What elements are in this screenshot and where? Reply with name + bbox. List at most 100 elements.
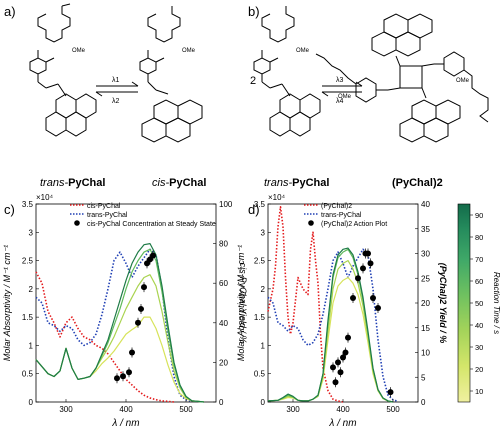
dimer-label-b: (PyChal)2 bbox=[392, 177, 443, 189]
colorbar-tick-label: 70 bbox=[475, 255, 483, 264]
chart-d-xtick-label: 500 bbox=[386, 405, 400, 414]
chart-d-data-point bbox=[350, 295, 356, 302]
chart-d-ytick-right-label: 0 bbox=[421, 398, 426, 407]
chart-c-ytick-left-label: 1 bbox=[29, 341, 34, 350]
chart-d-xtick-label: 300 bbox=[286, 405, 300, 414]
ome-label-b2: OMe bbox=[338, 94, 352, 100]
chart-d-data-point bbox=[332, 379, 339, 386]
chart-d-ytick-right-label: 5 bbox=[421, 373, 426, 382]
chart-c-xtick-label: 500 bbox=[179, 405, 193, 414]
panel-label-a: a) bbox=[4, 4, 16, 19]
chart-d-ylabel-right: (PyChal)2 Yield / % bbox=[438, 263, 448, 344]
coefficient-2: 2 bbox=[250, 75, 256, 87]
chart-c-ytick-right-label: 0 bbox=[219, 398, 224, 407]
colorbar-tick-label: 30 bbox=[475, 343, 483, 352]
chart-d-data-point bbox=[335, 359, 341, 366]
chart-d-data-point bbox=[345, 334, 351, 341]
chart-c-series-line-5 bbox=[35, 243, 205, 403]
legend-d-trans: trans-PyChal bbox=[321, 212, 362, 219]
chart-d-ylabel-left: Molar Absorptivity / M⁻¹ cm⁻¹ bbox=[236, 245, 246, 361]
chart-d-ytick-left-label: 1 bbox=[261, 341, 266, 350]
lambda4-label: λ4 bbox=[336, 98, 344, 105]
chart-d-xlabel: λ / nm bbox=[328, 418, 356, 429]
chart-d-ytick-right-label: 40 bbox=[421, 200, 430, 209]
legend-d-dimer: (PyChal)2 bbox=[321, 203, 352, 210]
colorbar-tick-label: 90 bbox=[475, 211, 483, 220]
chart-d-ytick-left-label: 2 bbox=[261, 285, 266, 294]
chart-d-ytick-left-label: 3 bbox=[261, 228, 266, 237]
chart-c-ylabel-right: cis-PyChal Yield / % bbox=[238, 263, 248, 344]
chart-d-ytick-left-label: 0.5 bbox=[254, 370, 266, 379]
scheme-b bbox=[253, 6, 489, 143]
lambda1-label: λ1 bbox=[112, 77, 120, 84]
chart-c-ytick-right-label: 60 bbox=[219, 279, 228, 288]
chart-d-ytick-right-label: 20 bbox=[421, 299, 430, 308]
chart-d-data-point bbox=[342, 349, 349, 356]
chart-d: 300 400 500 0 0.5 1 1.5 2 2.5 3 3.5 0 5 10 15 20 25 30 35 4… bbox=[236, 193, 448, 429]
chart-c-ytick-left-label: 2.5 bbox=[22, 257, 34, 266]
legend-c-marker: cis-PyChal Concentration at Steady State bbox=[87, 221, 216, 228]
chart-c-data-point bbox=[138, 305, 144, 312]
chart-d-data-point bbox=[340, 354, 346, 361]
chart-d-data-point bbox=[355, 275, 361, 282]
chart-c: 300 400 500 0 0.5 1 1.5 2 2.5 3 3.5 0 20 40 60 80 100 ×1… bbox=[2, 193, 248, 429]
chart-d-data-point bbox=[337, 369, 344, 376]
chart-d-ytick-left-label: 2.5 bbox=[254, 257, 266, 266]
cis-pychal-label-a: cis-PyChal bbox=[152, 177, 206, 189]
chart-d-ytick-right-label: 25 bbox=[421, 274, 430, 283]
chart-d-series-line-5 bbox=[267, 247, 394, 403]
scheme-a bbox=[29, 3, 203, 143]
chart-c-ytick-left-label: 3 bbox=[29, 228, 34, 237]
chart-d-ytick-left-label: 0 bbox=[261, 398, 266, 407]
chart-d-series-line-3 bbox=[267, 260, 394, 403]
chart-d-ytick-right-label: 30 bbox=[421, 250, 430, 259]
colorbar-tick-label: 50 bbox=[475, 299, 483, 308]
chart-c-ylabel-left: Molar Absorptivity / M⁻¹ cm⁻¹ bbox=[2, 245, 12, 361]
chart-d-data-point bbox=[330, 364, 336, 371]
chart-c-ytick-left-label: 3.5 bbox=[22, 200, 34, 209]
chart-c-data-point bbox=[150, 252, 156, 259]
chart-d-legend: (PyChal)2 trans-PyChal (PyChal)2 Action … bbox=[304, 203, 387, 228]
chart-c-xlabel: λ / nm bbox=[111, 418, 139, 429]
lambda3-label: λ3 bbox=[336, 77, 344, 84]
lambda2-label: λ2 bbox=[112, 98, 120, 105]
trans-pychal-structure-a bbox=[29, 3, 97, 137]
chart-d-multiplier: ×10⁴ bbox=[268, 193, 286, 202]
chart-d-ytick-right-label: 10 bbox=[421, 349, 430, 358]
chart-c-ytick-left-label: 0.5 bbox=[22, 370, 34, 379]
legend-d-marker: (PyChal)2 Action Plot bbox=[321, 221, 387, 228]
legend-c-trans: trans-PyChal bbox=[87, 212, 128, 219]
legend-d-swatch-marker bbox=[308, 220, 314, 226]
chart-d-ytick-left-label: 3.5 bbox=[254, 200, 266, 209]
chart-c-ytick-left-label: 0 bbox=[29, 398, 34, 407]
chart-d-data-point bbox=[370, 295, 376, 302]
trans-pychal-label-b: trans-PyChal bbox=[264, 177, 329, 189]
chart-d-data-point bbox=[360, 265, 366, 272]
chart-d-data-point bbox=[367, 260, 374, 267]
legend-c-cis: cis-PyChal bbox=[87, 203, 121, 210]
pychal-dimer-structure bbox=[315, 13, 489, 143]
chart-c-xtick-label: 400 bbox=[119, 405, 133, 414]
trans-pychal-label-a: trans-PyChal bbox=[40, 177, 105, 189]
trans-pychal-structure-b bbox=[253, 6, 321, 137]
colorbar-gradient bbox=[457, 203, 471, 403]
panel-label-d: d) bbox=[248, 202, 260, 217]
colorbar-tick-label: 60 bbox=[475, 277, 483, 286]
chart-d-series-line-1 bbox=[267, 248, 399, 403]
chart-c-ytick-left-label: 1.5 bbox=[22, 313, 34, 322]
cis-pychal-structure-a bbox=[139, 6, 203, 143]
chart-d-data-point bbox=[387, 389, 394, 396]
panel-label-b: b) bbox=[248, 4, 260, 19]
chart-c-series-line-0 bbox=[35, 271, 175, 403]
chart-c-multiplier: ×10⁴ bbox=[36, 193, 54, 202]
chart-c-ytick-right-label: 20 bbox=[219, 358, 228, 367]
colorbar-tick-label: 80 bbox=[475, 233, 483, 242]
colorbar: 10 20 30 40 50 60 70 80 90 Reaction Time / s bbox=[457, 203, 500, 403]
chart-d-data-point bbox=[375, 304, 381, 311]
chart-c-series-line-1 bbox=[35, 248, 193, 403]
chart-c-ytick-left-label: 2 bbox=[29, 285, 34, 294]
chart-c-data-point bbox=[126, 369, 132, 376]
colorbar-tick-label: 20 bbox=[475, 365, 483, 374]
chart-c-xtick-label: 300 bbox=[59, 405, 73, 414]
